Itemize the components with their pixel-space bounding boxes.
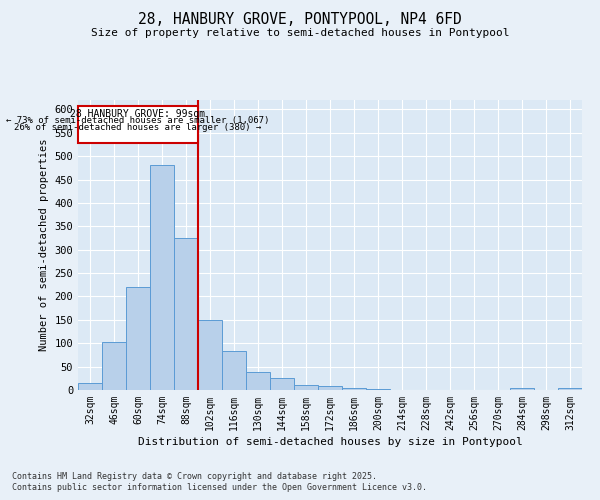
Text: Contains public sector information licensed under the Open Government Licence v3: Contains public sector information licen… — [12, 484, 427, 492]
Bar — [174, 238, 198, 390]
Bar — [342, 388, 366, 390]
Y-axis label: Number of semi-detached properties: Number of semi-detached properties — [39, 138, 49, 352]
Bar — [78, 383, 102, 390]
Text: 28 HANBURY GROVE: 99sqm: 28 HANBURY GROVE: 99sqm — [70, 110, 206, 120]
Bar — [246, 372, 270, 390]
Bar — [318, 386, 342, 390]
Text: Size of property relative to semi-detached houses in Pontypool: Size of property relative to semi-detach… — [91, 28, 509, 38]
Text: 26% of semi-detached houses are larger (380) →: 26% of semi-detached houses are larger (… — [14, 124, 262, 132]
Bar — [270, 378, 294, 390]
Bar — [222, 351, 246, 390]
X-axis label: Distribution of semi-detached houses by size in Pontypool: Distribution of semi-detached houses by … — [137, 437, 523, 447]
Bar — [198, 320, 222, 390]
Bar — [294, 386, 318, 390]
Text: ← 73% of semi-detached houses are smaller (1,067): ← 73% of semi-detached houses are smalle… — [7, 116, 269, 126]
Bar — [510, 388, 534, 390]
Text: Contains HM Land Registry data © Crown copyright and database right 2025.: Contains HM Land Registry data © Crown c… — [12, 472, 377, 481]
Bar — [366, 389, 390, 390]
Text: 28, HANBURY GROVE, PONTYPOOL, NP4 6FD: 28, HANBURY GROVE, PONTYPOOL, NP4 6FD — [138, 12, 462, 28]
Bar — [558, 388, 582, 390]
Bar — [150, 166, 174, 390]
Bar — [126, 287, 150, 390]
Bar — [78, 106, 198, 143]
Bar — [102, 342, 126, 390]
